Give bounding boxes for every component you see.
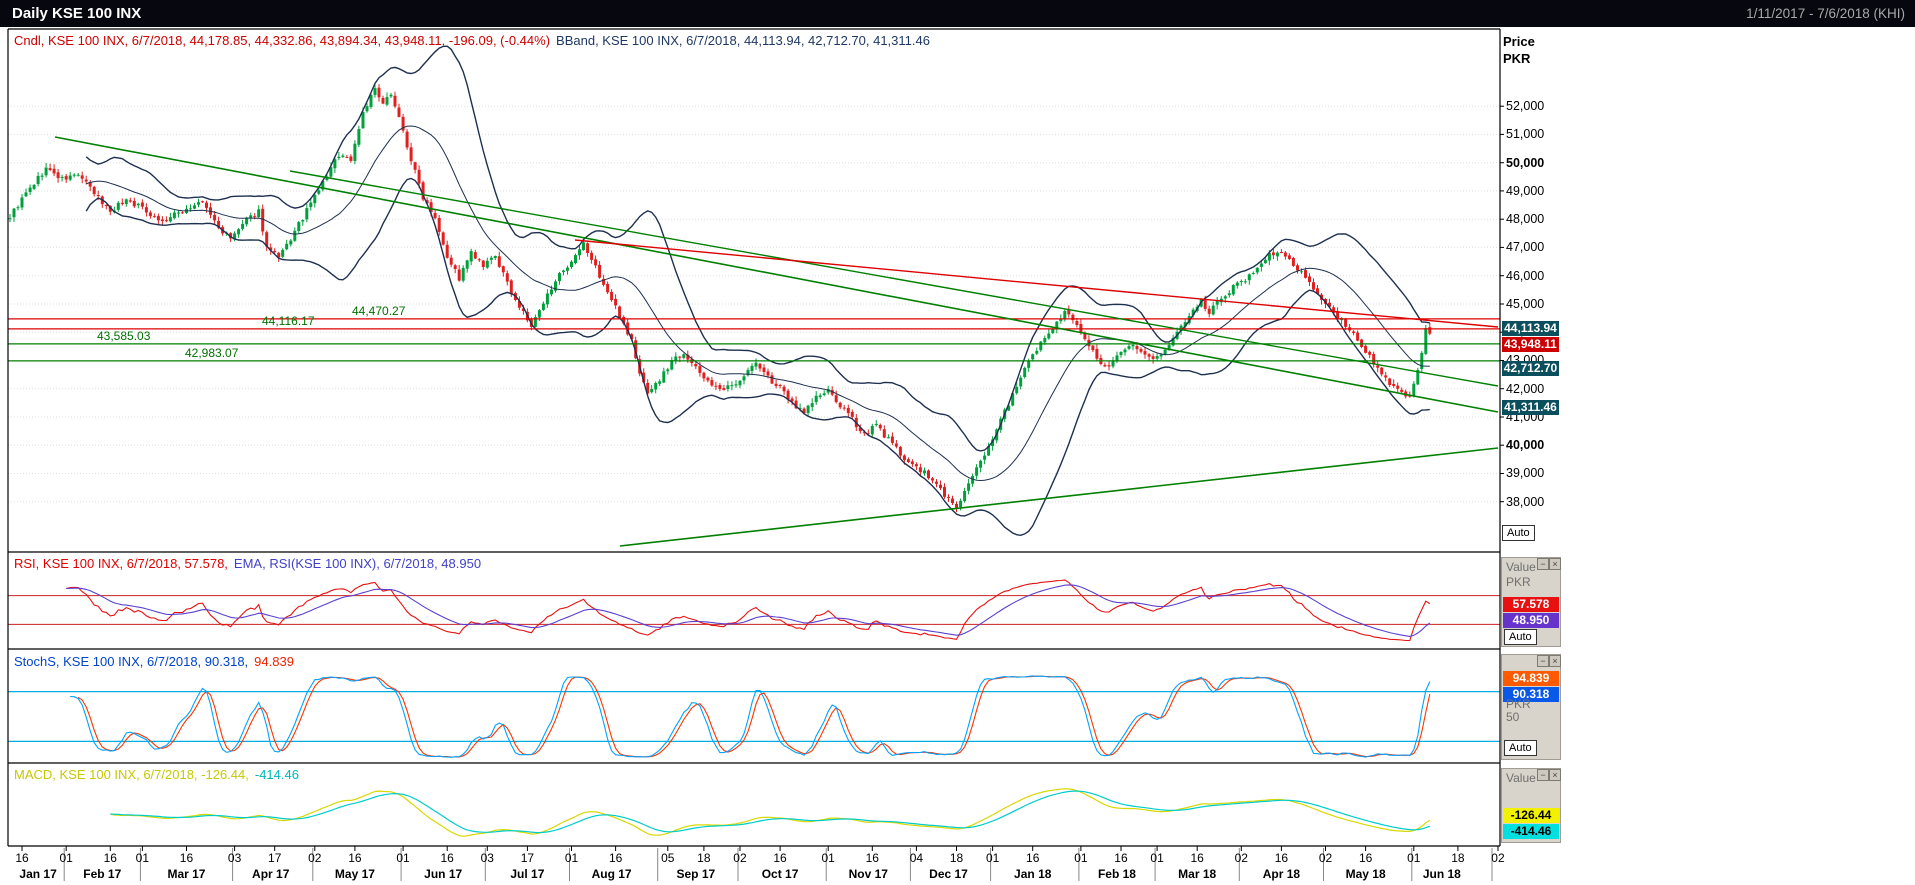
bollinger-lower-line	[85, 177, 1430, 537]
trendline	[619, 447, 1499, 547]
stoch-k-line	[70, 675, 1431, 758]
macd-legend[interactable]: MACD, KSE 100 INX, 6/7/2018, -126.44, -41…	[14, 767, 305, 782]
rsi-axis-auto-button[interactable]: Auto	[1504, 629, 1537, 645]
date-range-label: 1/11/2017 - 7/6/2018 (KHI)	[1746, 6, 1905, 21]
close-stoch-panel-icon[interactable]: ×	[1549, 655, 1561, 667]
rsi-legend[interactable]: RSI, KSE 100 INX, 6/7/2018, 57.578, EMA, …	[14, 556, 487, 571]
rsi-legend-segment: RSI, KSE 100 INX, 6/7/2018, 57.578,	[14, 556, 228, 571]
rsi-line	[66, 579, 1431, 642]
main-chart-legend-segment: Cndl, KSE 100 INX, 6/7/2018, 44,178.85, …	[14, 33, 551, 48]
close-rsi-panel-icon[interactable]: ×	[1549, 558, 1561, 570]
price-axis-auto-button[interactable]: Auto	[1502, 525, 1535, 541]
collapse-stoch-panel-icon[interactable]: −	[1537, 655, 1549, 667]
macd-signal-line	[110, 790, 1431, 834]
macd-legend-segment: MACD, KSE 100 INX, 6/7/2018, -126.44,	[14, 767, 249, 782]
chart-title: Daily KSE 100 INX	[12, 5, 142, 22]
stoch-axis-auto-button[interactable]: Auto	[1504, 740, 1537, 756]
stoch-legend-segment: 94.839	[254, 654, 294, 669]
rsi-legend-segment: EMA, RSI(KSE 100 INX), 6/7/2018, 48.950	[233, 556, 482, 571]
collapse-macd-panel-icon[interactable]: −	[1537, 769, 1549, 781]
stoch-d-line	[77, 675, 1431, 758]
main-chart-legend[interactable]: Cndl, KSE 100 INX, 6/7/2018, 44,178.85, …	[14, 33, 936, 48]
close-macd-panel-icon[interactable]: ×	[1549, 769, 1561, 781]
candlestick-series	[8, 84, 1432, 513]
price-gridlines	[8, 105, 1500, 503]
collapse-rsi-panel-icon[interactable]: −	[1537, 558, 1549, 570]
stoch-legend[interactable]: StochS, KSE 100 INX, 6/7/2018, 90.318, 94…	[14, 654, 300, 669]
main-chart-legend-segment: BBand, KSE 100 INX, 6/7/2018, 44,113.94,…	[556, 33, 930, 48]
trendline	[54, 136, 1499, 413]
trendline	[289, 170, 1499, 387]
bollinger-upper-line	[85, 45, 1430, 452]
title-bar: Daily KSE 100 INX 1/11/2017 - 7/6/2018 (…	[0, 0, 1915, 27]
macd-legend-segment: -414.46	[254, 767, 299, 782]
rsi-ema-line	[66, 584, 1431, 637]
trendline	[574, 239, 1499, 328]
stoch-legend-segment: StochS, KSE 100 INX, 6/7/2018, 90.318,	[14, 654, 249, 669]
bollinger-middle-line	[86, 125, 1430, 482]
macd-line	[110, 788, 1431, 837]
